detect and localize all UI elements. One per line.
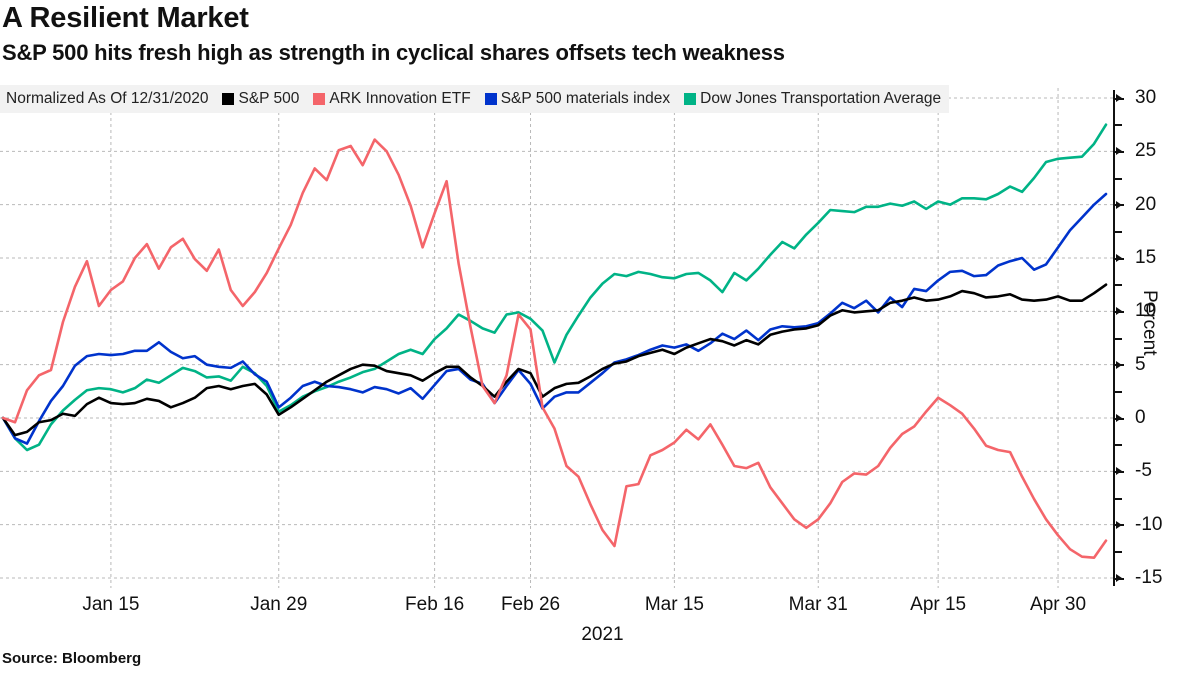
chart-legend: Normalized As Of 12/31/2020 S&P 500 ARK I… [0,85,950,113]
y-axis-tick-label: 0 [1135,407,1146,428]
y-axis-minor-tick [1115,230,1122,233]
page-subtitle: S&P 500 hits fresh high as strength in c… [2,40,785,65]
y-axis-tick-label: 30 [1135,87,1157,108]
x-axis-tick-label: Jan 15 [82,594,140,615]
y-axis-minor-tick [1115,284,1122,287]
legend-item-label: S&P 500 materials index [500,90,671,107]
y-axis-tick-arrow-icon [1116,307,1122,316]
y-axis-tick-label: 10 [1135,300,1157,322]
legend-swatch-icon [684,93,697,105]
y-axis-tick-label: 25 [1135,140,1157,162]
y-axis-tick-label: -5 [1135,460,1152,482]
series-line [1,123,1108,452]
page-title: A Resilient Market [2,2,249,34]
y-axis-minor-tick [1115,497,1122,500]
series-line [1,283,1108,437]
y-axis-tick-label: 15 [1135,247,1157,268]
y-axis-tick-label: 5 [1135,353,1146,375]
x-axis-tick-label: Mar 15 [644,594,704,615]
series-line [1,138,1108,560]
y-axis-tick-arrow-icon [1116,94,1122,102]
y-axis-minor-tick [1115,444,1122,447]
legend-normalization-note: Normalized As Of 12/31/2020 [6,90,209,107]
y-axis-minor-tick [1115,337,1122,340]
legend-swatch-icon [313,93,326,105]
x-axis-tick-label: Feb 16 [405,594,465,615]
legend-item-label: Dow Jones Transportation Average [700,90,942,107]
y-axis-minor-tick [1115,390,1122,393]
y-axis-tick-arrow-icon [1116,574,1122,582]
y-axis-tick-label: -15 [1135,567,1163,588]
y-axis-tick-arrow-icon [1116,520,1122,529]
legend-swatch-icon [222,93,235,105]
x-axis-tick-label: Apr 30 [1030,594,1087,615]
y-axis-minor-tick [1115,177,1122,180]
legend-item[interactable]: ARK Innovation ETF [313,90,471,108]
y-axis: -15 -10 -5 0 5 10 15 20 25 30 [1113,87,1200,588]
legend-item-label: ARK Innovation ETF [329,90,471,107]
y-axis-spine [1113,90,1115,586]
y-axis-tick-arrow-icon [1116,147,1122,156]
legend-item[interactable]: Dow Jones Transportation Average [684,90,941,108]
y-axis-minor-tick [1115,124,1122,127]
y-axis-tick-arrow-icon [1116,360,1122,369]
x-axis-title: 2021 [581,624,624,645]
series-line [1,192,1108,445]
source-caption: Source: Bloomberg [2,650,142,667]
y-axis-title: Percent [1139,290,1160,356]
y-axis-tick-arrow-icon [1116,200,1122,209]
y-axis-tick-label: 20 [1135,193,1157,215]
legend-item[interactable]: S&P 500 materials index [484,90,671,108]
y-axis-tick-arrow-icon [1116,467,1122,476]
legend-item-label: S&P 500 [238,90,300,107]
x-axis-tick-label: Apr 15 [910,594,967,615]
y-axis-tick-arrow-icon [1116,414,1122,422]
x-axis-tick-label: Jan 29 [250,594,308,615]
y-axis-minor-tick [1115,550,1122,553]
line-chart-svg [0,88,1113,588]
y-axis-tick-label: -10 [1135,513,1163,535]
legend-item[interactable]: S&P 500 [222,90,299,108]
legend-swatch-icon [484,93,497,105]
x-axis-tick-label: Mar 31 [788,594,848,615]
y-axis-tick-arrow-icon [1116,254,1122,262]
plot-area [0,88,1113,588]
x-axis-tick-label: Feb 26 [500,594,561,615]
